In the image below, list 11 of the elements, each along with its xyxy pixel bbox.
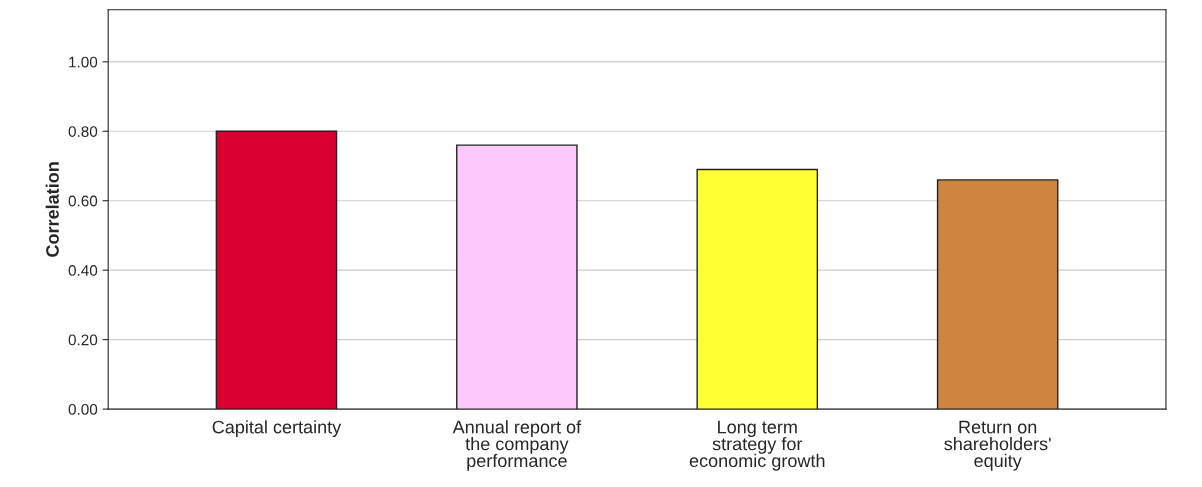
y-tick-label: 0.60 [68, 195, 98, 207]
y-axis-title: Correlation [45, 162, 59, 257]
x-tick-label: Capital certainty [212, 420, 342, 438]
y-tick-label: 0.00 [68, 403, 98, 415]
x-tick-label: Long term strategy for economic growth [689, 420, 825, 471]
y-tick-label: 0.40 [68, 265, 98, 276]
y-tick-label: 0.80 [68, 126, 98, 137]
y-tick-label: 0.20 [68, 334, 98, 346]
y-tick-label: 1.00 [69, 56, 98, 68]
x-tick-label: Annual report of the company performance [452, 420, 582, 471]
x-tick-label: Return on shareholders' equity [944, 420, 1051, 471]
